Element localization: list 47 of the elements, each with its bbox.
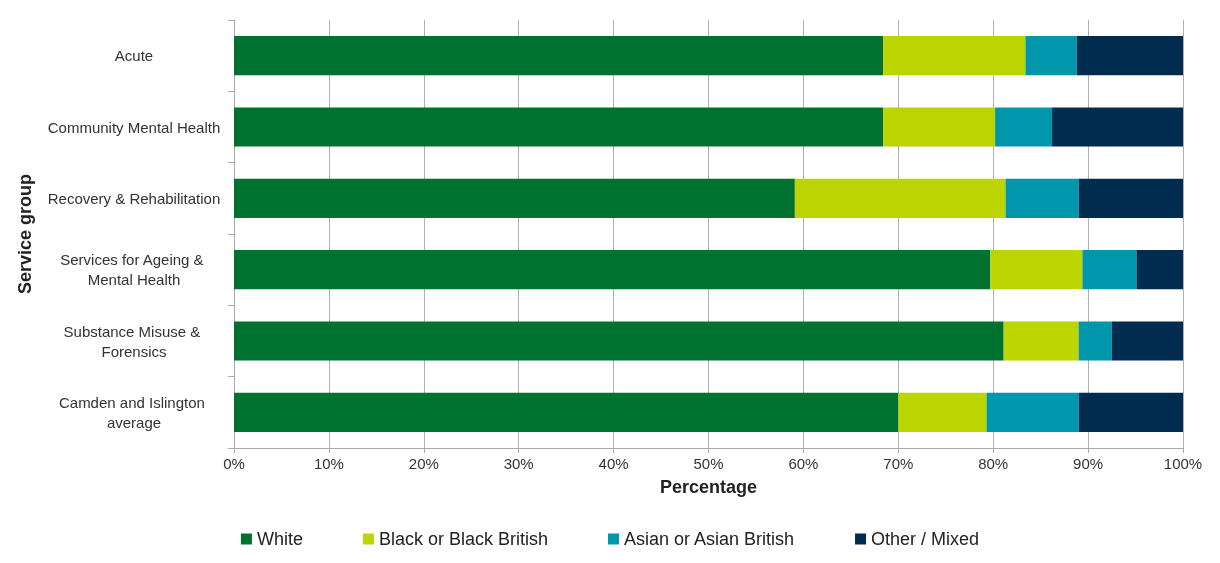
bar: [986, 392, 1079, 432]
x-tick-label: 40%: [598, 455, 629, 472]
x-tick-label: 90%: [1073, 455, 1104, 472]
bar: [1078, 392, 1183, 432]
bar: [1082, 250, 1137, 290]
y-tick-label: Substance Misuse & Forensics: [63, 322, 205, 360]
bar: [1025, 36, 1077, 76]
bar: [234, 392, 899, 432]
y-tick-label: Acute: [114, 47, 154, 65]
y-tick-label: Services for Ageing & Mental Health: [60, 251, 208, 289]
bar: [234, 178, 795, 218]
y-tick-label: Community Mental Health: [47, 118, 221, 136]
bar: [234, 36, 884, 76]
y-axis-title: Service group: [15, 173, 35, 295]
bar: [883, 36, 1026, 76]
x-tick-label: 10%: [313, 455, 344, 472]
x-tick-label: 30%: [503, 455, 534, 472]
bar: [990, 250, 1083, 290]
x-axis-title: Percentage: [659, 477, 758, 497]
bar: [995, 107, 1053, 147]
bar: [883, 107, 996, 147]
bar: [234, 321, 1004, 361]
bar: [1003, 321, 1079, 361]
x-tick-label: 100%: [1163, 455, 1203, 472]
legend-label: Asian or Asian British: [623, 529, 795, 549]
bar: [1078, 321, 1112, 361]
y-tick-label: Camden and Islington average: [58, 393, 210, 431]
bar: [1052, 107, 1183, 147]
bar: [898, 392, 987, 432]
bar: [1005, 178, 1079, 218]
bar: [1078, 178, 1183, 218]
x-tick-label: 60%: [788, 455, 819, 472]
bar: [234, 250, 991, 290]
y-tick-label: Recovery & Rehabilitation: [47, 189, 221, 207]
legend-label: Other / Mixed: [871, 529, 980, 549]
x-tick-label: 0%: [223, 455, 245, 472]
bar: [234, 107, 884, 147]
x-tick-label: 20%: [408, 455, 439, 472]
legend-label: White: [256, 529, 303, 549]
bar: [1111, 321, 1183, 361]
bar: [794, 178, 1006, 218]
x-tick-label: 80%: [978, 455, 1009, 472]
bar: [1076, 36, 1183, 76]
x-tick-label: 50%: [693, 455, 724, 472]
legend-label: Black or Black British: [378, 529, 548, 549]
x-tick-label: 70%: [883, 455, 914, 472]
bar: [1136, 250, 1183, 290]
